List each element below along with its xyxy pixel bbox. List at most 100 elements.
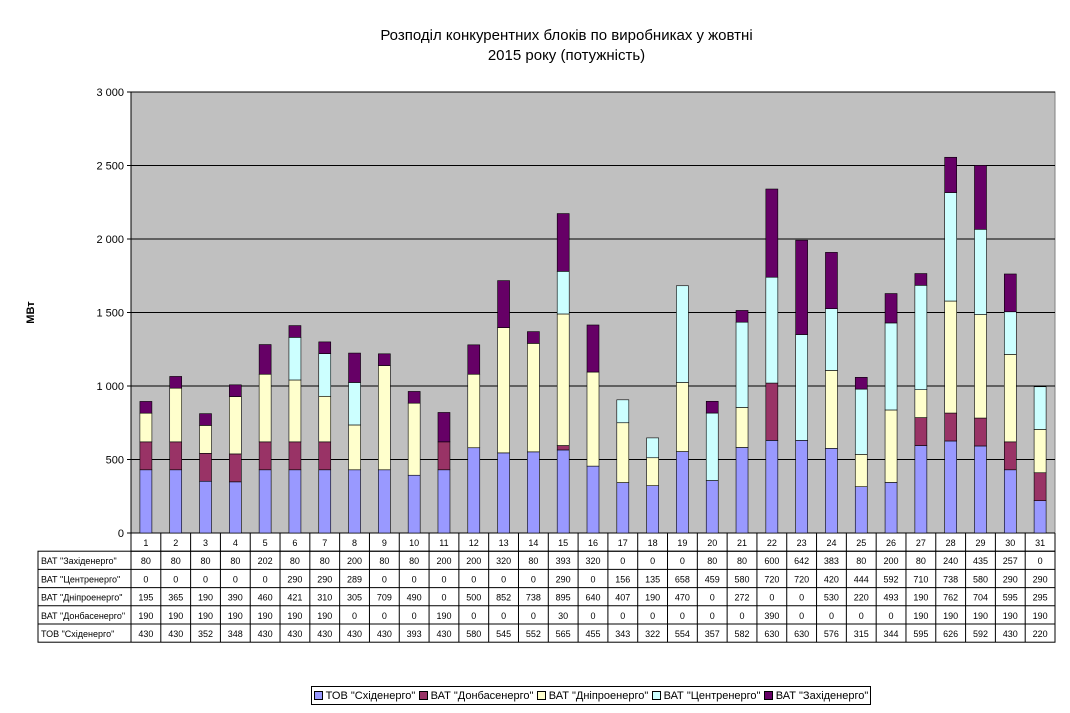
table-cell-value: 310 — [317, 593, 332, 603]
bar-segment — [527, 331, 540, 344]
table-cell-value: 80 — [737, 556, 747, 566]
table-cell-value: 630 — [794, 629, 809, 639]
x-tick-label: 10 — [409, 538, 419, 548]
bar-segment — [229, 396, 242, 455]
x-tick-label: 25 — [856, 538, 866, 548]
table-cell-value: 190 — [258, 611, 273, 621]
table-cell-value: 421 — [287, 593, 302, 603]
bar-segment — [1003, 354, 1017, 443]
table-cell-value: 290 — [1033, 574, 1048, 584]
table-cell-value: 430 — [287, 629, 302, 639]
table-cell-value: 0 — [740, 611, 745, 621]
table-cell-value: 190 — [913, 593, 928, 603]
legend-swatch — [536, 691, 546, 700]
table-cell-value: 80 — [856, 556, 866, 566]
table-cell-value: 190 — [198, 611, 213, 621]
table-cell-value: 0 — [650, 556, 655, 566]
bar-segment — [407, 391, 421, 404]
table-cell-value: 320 — [496, 556, 511, 566]
x-tick-label: 2 — [173, 538, 178, 548]
bar-segment — [199, 453, 212, 482]
table-cell-value: 393 — [407, 629, 422, 639]
bar-segment — [974, 165, 987, 230]
bar-segment — [825, 308, 838, 371]
table-cell-value: 552 — [526, 629, 541, 639]
bar-segment — [765, 188, 779, 278]
table-cell-value: 200 — [466, 556, 481, 566]
table-cell-value: 430 — [258, 629, 273, 639]
bar-segment — [288, 441, 302, 471]
table-cell-value: 290 — [556, 574, 571, 584]
bar-segment — [527, 451, 540, 534]
table-cell-value: 738 — [943, 574, 958, 584]
bar-segment — [944, 440, 957, 534]
bar-segment — [854, 486, 868, 534]
bar-segment — [1033, 386, 1047, 430]
x-tick-label: 26 — [886, 538, 896, 548]
table-cell-value: 592 — [884, 574, 899, 584]
bar-segment — [378, 353, 391, 366]
bar-segment — [348, 424, 361, 471]
bar-segment — [616, 422, 630, 483]
table-cell-value: 135 — [645, 574, 660, 584]
x-tick-label: 14 — [528, 538, 538, 548]
table-cell-value: 762 — [943, 593, 958, 603]
chart-title: Розподіл конкурентних блоків по виробник… — [0, 26, 1070, 66]
table-cell-value: 642 — [794, 556, 809, 566]
bar-segment — [616, 399, 630, 424]
bar-segment — [914, 273, 928, 286]
bar-segment — [676, 382, 689, 452]
table-cell-value: 80 — [171, 556, 181, 566]
bar-segment — [914, 445, 928, 534]
x-tick-label: 5 — [263, 538, 268, 548]
bar-segment — [318, 341, 332, 354]
bar-segment — [1003, 441, 1017, 471]
x-tick-label: 20 — [707, 538, 717, 548]
bar-segment — [169, 387, 183, 443]
bar-segment — [527, 343, 540, 453]
bar-segment — [854, 454, 868, 487]
table-cell-value: 220 — [1033, 629, 1048, 639]
legend-item: ТОВ "Східенерго" — [313, 690, 415, 702]
table-cell-value: 430 — [317, 629, 332, 639]
bar-segment — [646, 437, 659, 459]
table-cell-value: 576 — [824, 629, 839, 639]
bar-segment — [944, 412, 957, 442]
table-cell-value: 626 — [943, 629, 958, 639]
bar-segment — [139, 412, 153, 443]
table-cell-value: 0 — [829, 611, 834, 621]
table-cell-value: 0 — [799, 593, 804, 603]
table-cell-value: 156 — [615, 574, 630, 584]
bar-segment — [914, 417, 928, 446]
bar-segment — [437, 469, 451, 534]
legend-item: ВАТ "Центренерго" — [651, 690, 760, 702]
table-cell-value: 365 — [168, 593, 183, 603]
bar-segment — [676, 285, 689, 383]
table-row-label: ВАТ "Дніпроенерго" — [41, 593, 122, 603]
bar-segment — [199, 425, 212, 454]
bar-segment — [825, 252, 838, 309]
data-table — [37, 550, 1056, 643]
table-cell-value: 0 — [1038, 556, 1043, 566]
bar-segment — [318, 441, 332, 471]
table-cell-value: 200 — [347, 556, 362, 566]
bar-segment — [407, 474, 421, 534]
table-cell-value: 455 — [585, 629, 600, 639]
bar-segment — [229, 453, 242, 483]
bar-segment — [1003, 469, 1017, 534]
table-cell-value: 0 — [441, 593, 446, 603]
table-cell-value: 0 — [531, 611, 536, 621]
bar-segment — [288, 469, 302, 534]
legend-item: ВАТ "Дніпроенерго" — [536, 690, 648, 702]
bar-segment — [169, 441, 183, 471]
bar-segment — [586, 324, 600, 373]
table-cell-value: 580 — [735, 574, 750, 584]
table-cell-value: 500 — [466, 593, 481, 603]
bar-segment — [169, 469, 183, 534]
table-cell-value: 344 — [884, 629, 899, 639]
table-cell-value: 565 — [556, 629, 571, 639]
x-tick-label: 17 — [618, 538, 628, 548]
table-cell-value: 30 — [558, 611, 568, 621]
bar-segment — [735, 310, 749, 323]
table-cell-value: 0 — [769, 593, 774, 603]
